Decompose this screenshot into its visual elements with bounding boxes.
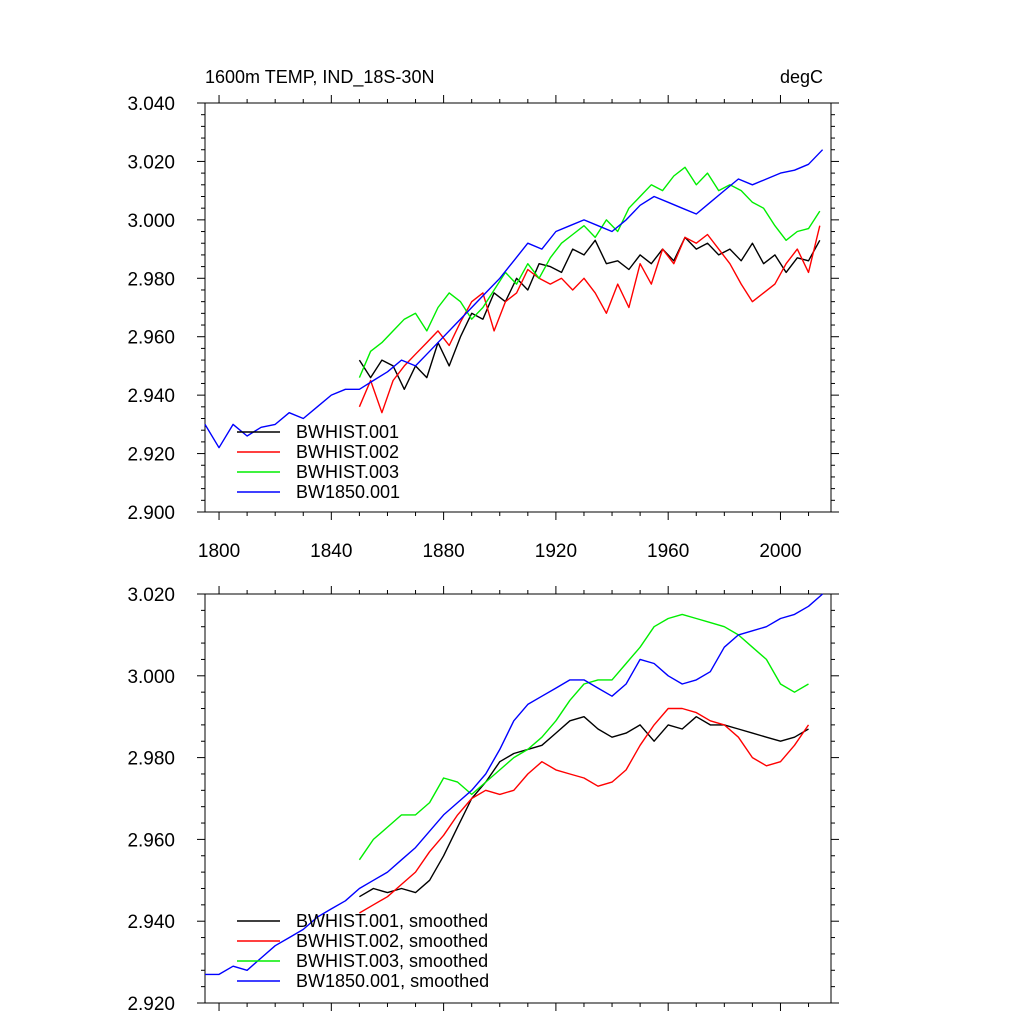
series-line [359,716,809,898]
series-line [359,707,810,914]
y-tick-label: 3.040 [127,94,175,115]
x-tick-label: 1960 [647,541,689,562]
chart-title: 1600m TEMP, IND_18S-30N [205,67,434,88]
top-panel: 2.900 2.920 2.940 2.960 2.980 3.000 3.020 3.040… [127,67,839,562]
series-line [358,166,821,378]
y-tick-label: 3.020 [127,585,175,606]
bottom-panel: 2.920 2.940 2.960 2.980 3.000 3.020 BWHIST.001… [127,585,839,1015]
y-tick-label: 3.000 [127,211,175,232]
series-line [205,593,824,976]
legend-label: BWHIST.002, smoothed [296,931,488,951]
x-tick-label: 1800 [198,541,240,562]
legend-label: BW1850.001, smoothed [296,971,489,991]
chart-units: degC [780,67,823,87]
x-tick-label: 2000 [759,541,801,562]
y-tick-label: 2.940 [127,386,175,407]
y-tick-label: 2.980 [127,749,175,770]
y-tick-label: 2.920 [127,994,175,1015]
legend-label: BWHIST.002 [296,442,399,462]
series-line [358,236,821,390]
legend-label: BW1850.001 [296,482,400,502]
y-tick-label: 2.940 [127,912,175,933]
legend-label: BWHIST.001 [296,422,399,442]
series-line [358,613,809,861]
series-line [204,149,824,449]
series-line [358,225,821,414]
y-tick-label: 3.000 [127,667,175,688]
y-tick-label: 2.960 [127,328,175,349]
x-tick-label: 1840 [310,541,352,562]
x-tick-label: 1920 [535,541,577,562]
legend-label: BWHIST.001, smoothed [296,911,488,931]
y-tick-label: 2.980 [127,269,175,290]
plot-frame [204,593,832,1004]
y-tick-label: 2.900 [127,503,175,524]
y-tick-label: 3.020 [127,152,175,173]
legend-label: BWHIST.003 [296,462,399,482]
y-tick-label: 2.960 [127,830,175,851]
x-tick-label: 1880 [422,541,464,562]
legend-label: BWHIST.003, smoothed [296,951,488,971]
y-tick-label: 2.920 [127,445,175,466]
plot-frame [204,102,832,513]
